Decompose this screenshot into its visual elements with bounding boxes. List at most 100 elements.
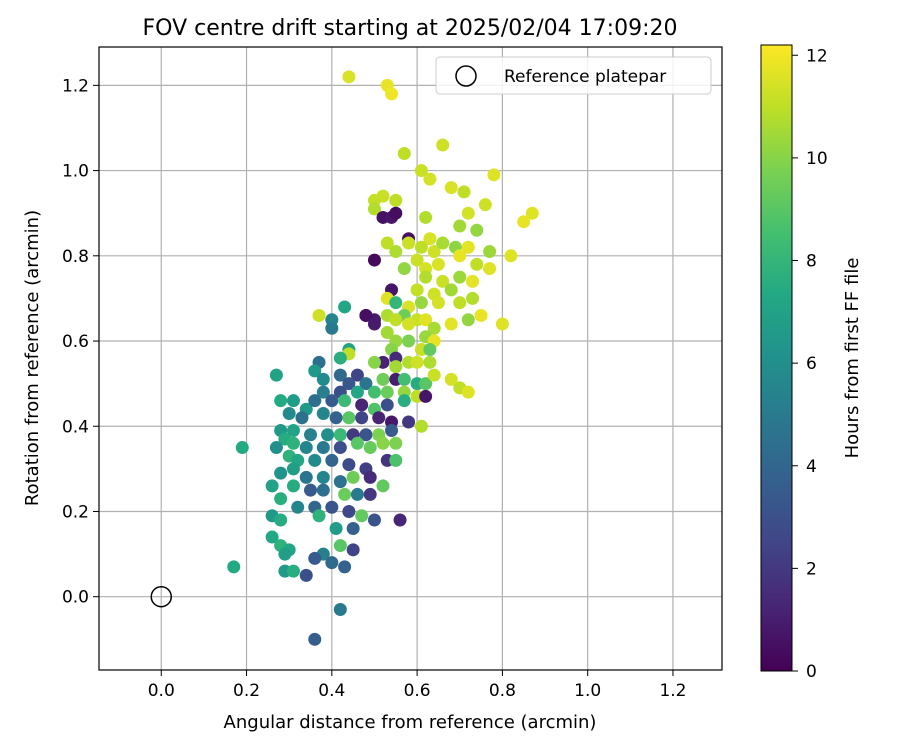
- data-point: [329, 411, 343, 425]
- data-point: [380, 326, 394, 340]
- data-point: [436, 274, 450, 288]
- data-point: [431, 257, 445, 271]
- legend-box: [435, 56, 712, 95]
- x-tick-label: 1.0: [574, 681, 601, 701]
- data-point: [487, 168, 501, 182]
- data-point: [436, 236, 450, 250]
- colorbar-tick-label: 2: [806, 559, 817, 579]
- data-point: [453, 219, 467, 233]
- x-tick-label: 0.0: [148, 681, 175, 701]
- reference-point: [150, 585, 173, 608]
- data-point: [295, 411, 309, 425]
- data-point: [269, 368, 283, 382]
- data-point: [342, 458, 356, 472]
- data-point: [308, 364, 322, 378]
- data-point: [385, 424, 399, 438]
- data-point: [419, 270, 433, 284]
- data-point: [308, 394, 322, 408]
- data-point: [338, 394, 352, 408]
- x-tick-label: 1.2: [659, 681, 686, 701]
- y-tick-label: 0.4: [62, 417, 89, 437]
- data-point: [304, 428, 318, 442]
- data-point: [329, 522, 343, 536]
- data-point: [265, 479, 279, 493]
- data-point: [397, 147, 411, 161]
- data-point: [312, 308, 326, 322]
- data-point: [431, 296, 445, 310]
- data-point: [333, 475, 347, 489]
- data-point: [333, 539, 347, 553]
- data-point: [346, 470, 360, 484]
- data-point: [299, 441, 313, 455]
- y-tick-label: 0.8: [62, 247, 89, 267]
- data-point: [470, 223, 484, 237]
- data-point: [333, 368, 347, 382]
- data-point: [495, 317, 509, 331]
- data-point: [355, 398, 369, 412]
- data-point: [367, 253, 381, 267]
- data-point: [308, 453, 322, 467]
- colorbar-tick-label: 4: [806, 457, 817, 477]
- data-point: [333, 602, 347, 616]
- data-point: [316, 470, 330, 484]
- data-point: [338, 300, 352, 314]
- x-axis-ticks: 0.0 0.2 0.4 0.6 0.8 1.0 1.2: [148, 670, 686, 701]
- data-point: [397, 262, 411, 276]
- data-point: [308, 551, 322, 565]
- data-point: [350, 487, 364, 501]
- data-point: [316, 372, 330, 386]
- data-point: [461, 313, 475, 327]
- data-point: [444, 283, 458, 297]
- y-axis-ticks: 0.0 0.2 0.4 0.6 0.8 1.0 1.2: [62, 76, 99, 608]
- data-points: [150, 70, 539, 646]
- data-point: [410, 355, 424, 369]
- y-tick-label: 0.2: [62, 502, 89, 522]
- data-point: [427, 368, 441, 382]
- data-point: [359, 377, 373, 391]
- data-point: [304, 483, 318, 497]
- data-point: [402, 334, 416, 348]
- chart-title: FOV centre drift starting at 2025/02/04 …: [143, 16, 678, 41]
- data-point: [436, 138, 450, 152]
- data-point: [363, 487, 377, 501]
- data-point: [389, 436, 403, 450]
- colorbar-tick-label: 12: [806, 46, 828, 66]
- data-point: [453, 249, 467, 263]
- data-point: [419, 389, 433, 403]
- colorbar-label: Hours from first FF file: [842, 258, 863, 459]
- data-point: [517, 215, 531, 229]
- data-point: [286, 564, 300, 578]
- data-point: [367, 317, 381, 331]
- data-point: [342, 504, 356, 518]
- data-point: [389, 296, 403, 310]
- data-point: [316, 483, 330, 497]
- colorbar: [760, 44, 793, 672]
- x-axis-label: Angular distance from reference (arcmin): [224, 712, 597, 733]
- data-point: [235, 441, 249, 455]
- data-point: [355, 509, 369, 523]
- data-point: [274, 492, 288, 506]
- data-point: [338, 487, 352, 501]
- data-point: [325, 556, 339, 570]
- data-point: [299, 470, 313, 484]
- data-point: [457, 185, 471, 199]
- data-point: [333, 351, 347, 365]
- y-tick-label: 0.6: [62, 332, 89, 352]
- x-tick-label: 0.4: [318, 681, 345, 701]
- data-point: [367, 355, 381, 369]
- data-point: [350, 385, 364, 399]
- data-point: [423, 355, 437, 369]
- data-point: [291, 500, 305, 514]
- colorbar-ticks: 0 2 4 6 8 10 12: [792, 46, 828, 682]
- data-point: [308, 632, 322, 646]
- data-point: [389, 245, 403, 259]
- y-tick-label: 1.2: [62, 76, 89, 96]
- data-point: [470, 257, 484, 271]
- reference-marker-icon: [455, 65, 477, 87]
- data-point: [397, 372, 411, 386]
- data-point: [393, 513, 407, 527]
- x-tick-label: 0.6: [404, 681, 431, 701]
- data-point: [389, 360, 403, 374]
- colorbar-tick-label: 10: [806, 149, 828, 169]
